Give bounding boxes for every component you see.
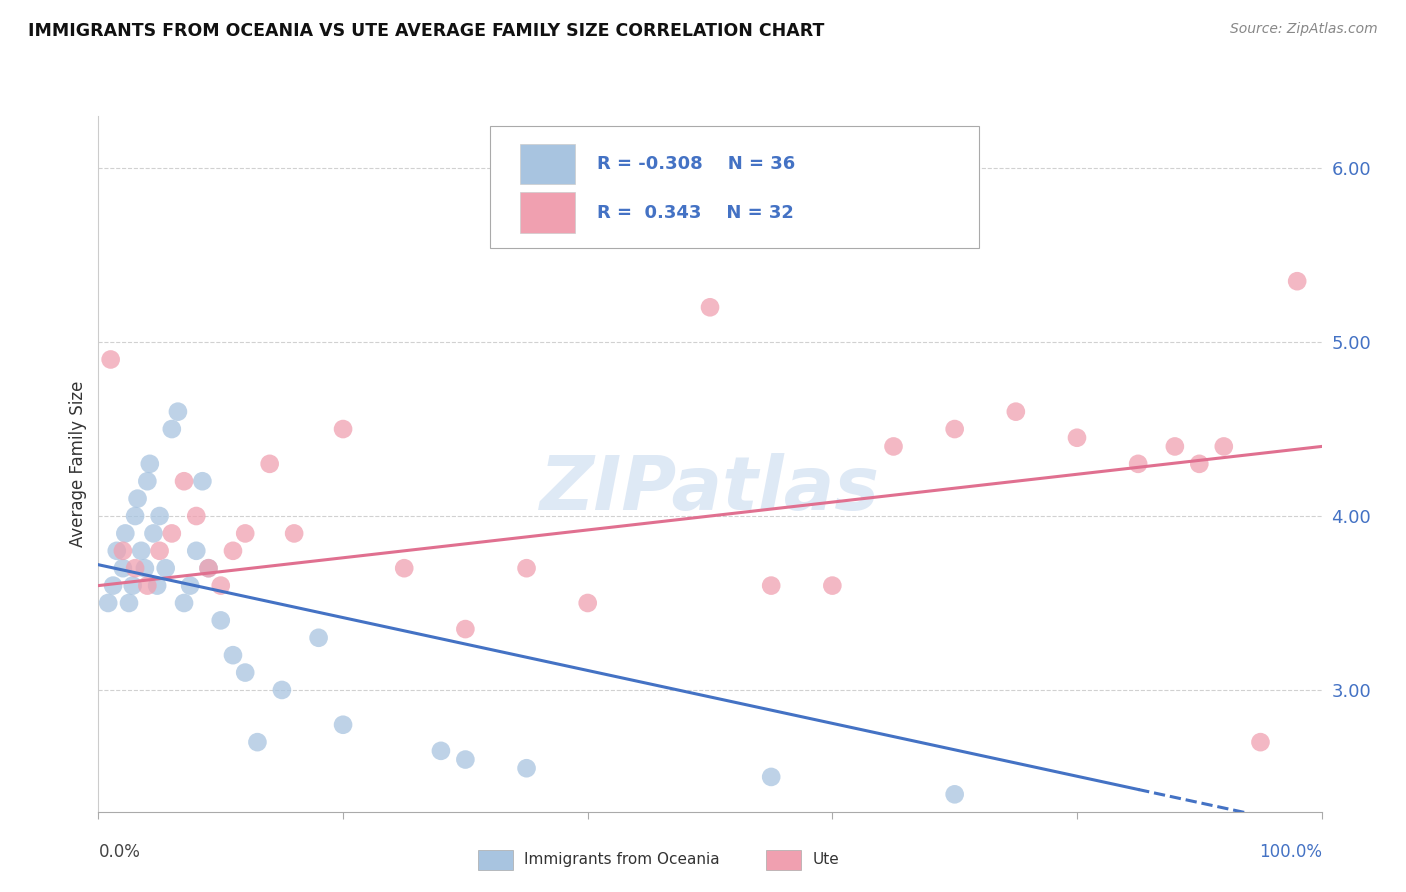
Point [246, 735, 269, 749]
Point [121, 578, 143, 592]
Point [1164, 439, 1187, 453]
Point [186, 508, 208, 523]
Point [209, 578, 232, 592]
Point [1286, 274, 1309, 288]
Point [1188, 457, 1211, 471]
Bar [520, 144, 575, 184]
Point [191, 474, 214, 488]
Point [270, 683, 294, 698]
Point [118, 596, 141, 610]
Point [576, 596, 599, 610]
Point [943, 422, 966, 436]
Point [332, 717, 354, 731]
Point [155, 561, 177, 575]
Point [454, 752, 477, 766]
Point [134, 561, 156, 575]
Point [136, 474, 159, 488]
Point [1128, 457, 1150, 471]
Point [160, 526, 183, 541]
Point [197, 561, 219, 575]
Point [186, 543, 208, 558]
Point [100, 352, 122, 367]
Point [233, 526, 256, 541]
Text: R = -0.308    N = 36: R = -0.308 N = 36 [598, 155, 796, 173]
Point [1066, 431, 1088, 445]
Point [1004, 405, 1026, 419]
Point [197, 561, 219, 575]
Point [308, 631, 330, 645]
Point [149, 508, 172, 523]
Point [97, 596, 120, 610]
Point [160, 422, 183, 436]
Text: Source: ZipAtlas.com: Source: ZipAtlas.com [1230, 22, 1378, 37]
Point [454, 622, 477, 636]
Point [332, 422, 354, 436]
Point [139, 457, 162, 471]
Text: ZIPatlas: ZIPatlas [540, 453, 880, 526]
Point [142, 526, 165, 541]
Point [516, 561, 538, 575]
Y-axis label: Average Family Size: Average Family Size [69, 381, 87, 547]
Point [127, 491, 149, 506]
Text: Ute: Ute [813, 853, 839, 867]
Point [761, 770, 783, 784]
Point [761, 578, 783, 592]
Text: 0.0%: 0.0% [98, 843, 141, 861]
Point [124, 561, 146, 575]
Point [883, 439, 905, 453]
Point [173, 596, 195, 610]
Point [392, 561, 416, 575]
Point [222, 648, 245, 662]
FancyBboxPatch shape [489, 127, 979, 248]
Point [167, 405, 190, 419]
Point [430, 744, 453, 758]
Point [179, 578, 201, 592]
Point [111, 543, 134, 558]
Point [101, 578, 124, 592]
Point [209, 614, 232, 628]
Point [173, 474, 195, 488]
Point [699, 300, 721, 314]
Text: 100.0%: 100.0% [1258, 843, 1322, 861]
Point [129, 543, 152, 558]
Point [111, 561, 134, 575]
Point [516, 761, 538, 775]
Point [105, 543, 128, 558]
Point [124, 508, 146, 523]
Point [149, 543, 172, 558]
Point [114, 526, 136, 541]
Text: R =  0.343    N = 32: R = 0.343 N = 32 [598, 203, 794, 222]
Point [943, 787, 966, 801]
Text: IMMIGRANTS FROM OCEANIA VS UTE AVERAGE FAMILY SIZE CORRELATION CHART: IMMIGRANTS FROM OCEANIA VS UTE AVERAGE F… [28, 22, 824, 40]
Bar [520, 193, 575, 233]
Point [1212, 439, 1234, 453]
Point [259, 457, 281, 471]
Point [821, 578, 844, 592]
Text: Immigrants from Oceania: Immigrants from Oceania [524, 853, 720, 867]
Point [233, 665, 256, 680]
Point [222, 543, 245, 558]
Point [283, 526, 305, 541]
Point [136, 578, 159, 592]
Point [1250, 735, 1272, 749]
Point [146, 578, 169, 592]
